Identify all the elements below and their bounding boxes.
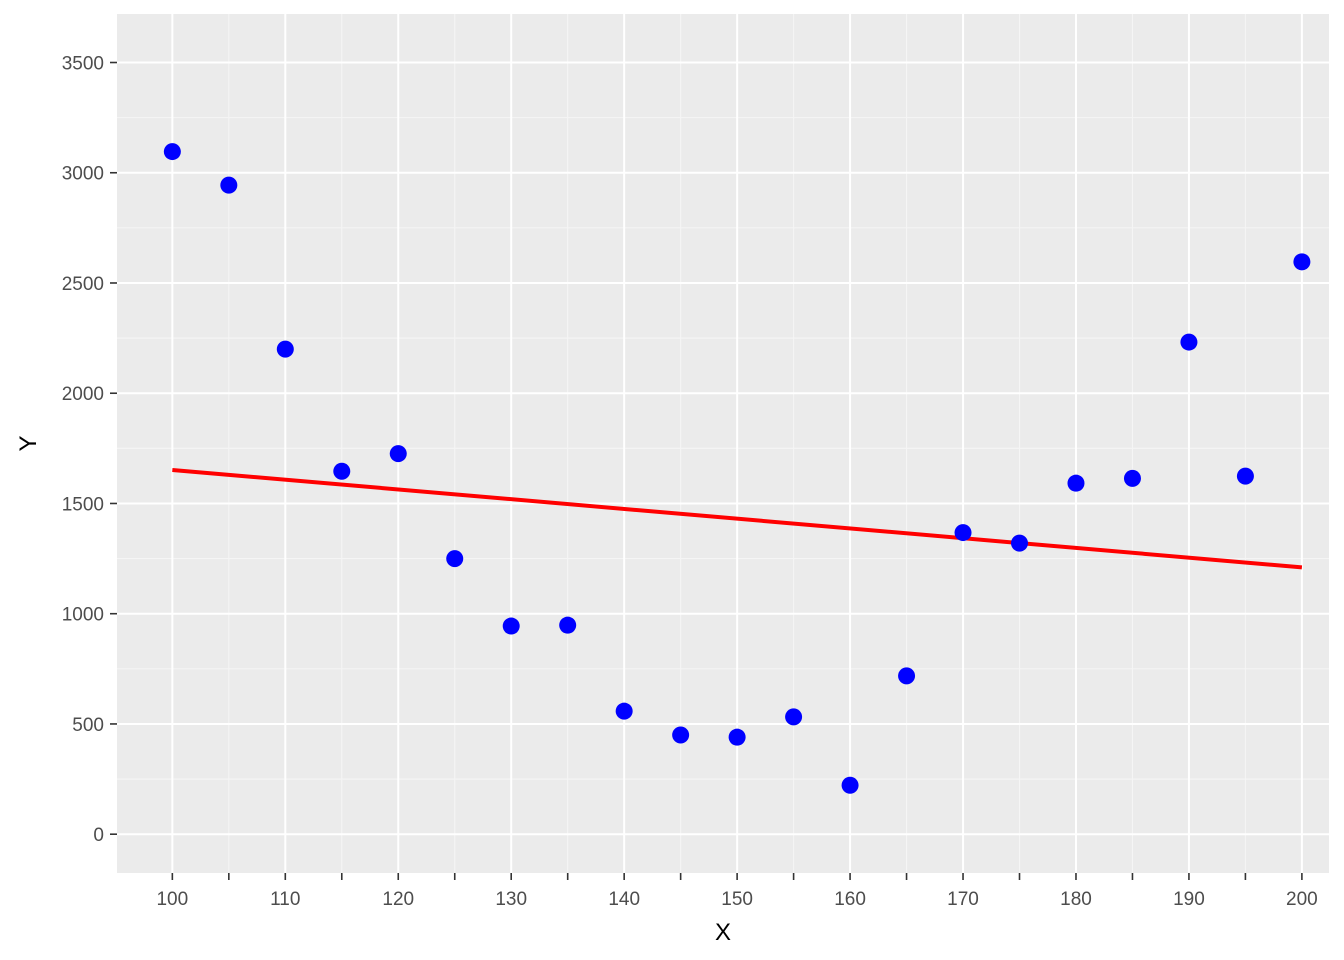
- data-point: [559, 616, 577, 634]
- x-tick-label: 100: [156, 889, 188, 910]
- x-tick-label: 190: [1173, 889, 1205, 910]
- y-tick-label: 500: [72, 715, 104, 736]
- data-point: [446, 550, 464, 568]
- data-point: [276, 340, 294, 358]
- trend-line: [172, 467, 1303, 570]
- x-tick-label: 200: [1286, 889, 1318, 910]
- data-point: [502, 617, 520, 635]
- x-tick-label: 140: [608, 889, 640, 910]
- x-tick-label: 130: [495, 889, 527, 910]
- x-tick-label: 170: [947, 889, 979, 910]
- data-point: [1236, 467, 1254, 485]
- data-point: [672, 726, 690, 744]
- plot-panel: [117, 14, 1329, 873]
- data-point: [898, 667, 916, 685]
- y-axis: 0 500 1000 1500 2000 2500 3000 3500: [62, 54, 117, 846]
- data-point: [1293, 253, 1311, 271]
- data-point: [220, 176, 238, 194]
- data-point: [615, 702, 633, 720]
- x-tick-label: 120: [382, 889, 414, 910]
- x-tick-label: 110: [270, 889, 300, 910]
- data-point: [1067, 474, 1085, 492]
- data-point: [785, 708, 803, 726]
- trend-line-layer: [172, 467, 1303, 570]
- data-points: [163, 143, 1311, 794]
- minor-gridlines: [117, 14, 1329, 873]
- y-tick-label: 3000: [62, 164, 104, 185]
- data-point: [954, 524, 972, 542]
- y-tick-label: 2500: [62, 274, 104, 295]
- data-point: [1180, 333, 1198, 351]
- x-axis-title: X: [715, 919, 731, 946]
- y-tick-label: 1500: [62, 494, 104, 515]
- data-point: [1123, 469, 1141, 487]
- y-tick-label: 3500: [62, 54, 104, 75]
- data-point: [333, 462, 351, 480]
- y-axis-title: Y: [15, 435, 42, 451]
- x-tick-label: 160: [834, 889, 866, 910]
- x-tick-label: 180: [1060, 889, 1092, 910]
- data-point: [163, 143, 181, 161]
- data-point: [1011, 534, 1029, 552]
- x-tick-label: 150: [721, 889, 753, 910]
- y-tick-label: 0: [93, 825, 104, 846]
- y-tick-label: 2000: [62, 384, 104, 405]
- data-point: [389, 445, 407, 463]
- data-point: [841, 776, 859, 794]
- x-axis: 100 110 120 130 140 150 160 170 180 190 200: [156, 873, 1318, 910]
- y-tick-label: 1000: [62, 605, 104, 626]
- data-point: [728, 728, 746, 746]
